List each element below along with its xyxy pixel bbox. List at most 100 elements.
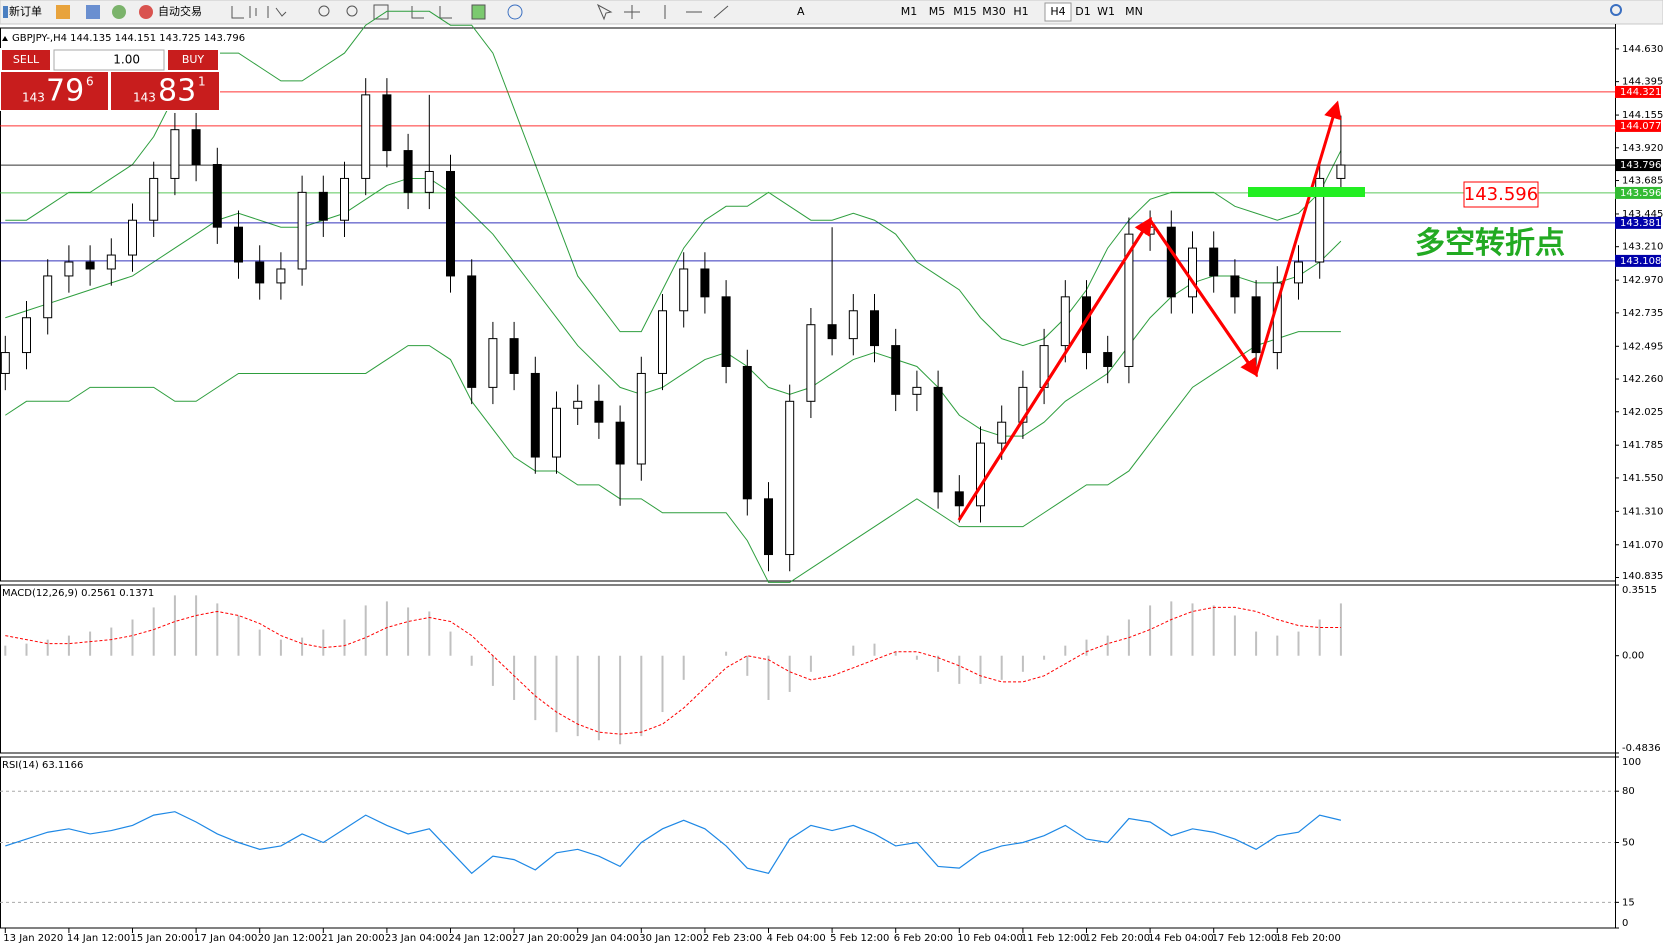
- x-tick-label: 4 Feb 04:00: [767, 933, 826, 944]
- timeframe[interactable]: M30: [982, 5, 1006, 18]
- x-tick-label: 14 Jan 12:00: [67, 933, 130, 944]
- arrow: [957, 216, 1152, 521]
- candle-body: [997, 421, 1007, 444]
- icon[interactable]: [596, 3, 729, 21]
- icon[interactable]: [471, 4, 486, 20]
- candle-body: [573, 400, 583, 409]
- candle-body: [891, 345, 901, 395]
- candle-body: [509, 338, 519, 374]
- y-tick-label: 141.310: [1622, 506, 1663, 517]
- timeframe[interactable]: M15: [953, 5, 977, 18]
- x-tick-label: 27 Jan 20:00: [512, 933, 575, 944]
- candle-body: [1251, 296, 1261, 354]
- candle-body: [764, 498, 773, 556]
- sell-price-pips[interactable]: 79: [46, 74, 84, 109]
- price-line-label: 143.796: [1620, 160, 1661, 171]
- timeframe[interactable]: H4: [1050, 5, 1065, 18]
- price-annotation: 143.596: [1464, 184, 1538, 205]
- timeframe[interactable]: M1: [901, 5, 918, 18]
- candle-body: [848, 310, 858, 340]
- y-tick-label: 50: [1622, 838, 1635, 849]
- y-tick-label: 142.025: [1622, 407, 1663, 418]
- x-tick-label: 2 Feb 23:00: [703, 933, 762, 944]
- lots[interactable]: 1.00: [113, 53, 140, 67]
- price-line-label: 143.381: [1620, 218, 1661, 229]
- candle-body: [318, 191, 328, 221]
- support-zone: [1248, 187, 1365, 197]
- icon[interactable]: [139, 5, 153, 19]
- candle-body: [1124, 233, 1134, 367]
- plots: 144.630 144.395 144.155 143.920 143.685 143.4…: [0, 10, 1663, 944]
- icon[interactable]: [373, 4, 389, 20]
- sell-button[interactable]: [2, 50, 50, 70]
- buy-price-big-figure[interactable]: 143: [133, 91, 156, 105]
- x-tick-label: 24 Jan 12:00: [449, 933, 512, 944]
- timeframe[interactable]: D1: [1075, 5, 1090, 18]
- price-line-label: 143.596: [1620, 188, 1661, 199]
- y-tick-label: 143.210: [1622, 242, 1663, 253]
- lots-input[interactable]: [53, 49, 165, 71]
- candle-body: [1336, 164, 1346, 179]
- new-order[interactable]: 新订单: [9, 4, 42, 18]
- sell-price-box[interactable]: [1, 72, 108, 110]
- icon[interactable]: [56, 5, 70, 19]
- candle-body: [827, 324, 837, 340]
- icon[interactable]: [346, 5, 358, 17]
- x-tick-label: 6 Feb 20:00: [894, 933, 953, 944]
- timeframe[interactable]: MN: [1125, 5, 1143, 18]
- price-line-tag: [1615, 254, 1661, 267]
- y-tick-label: 144.395: [1622, 77, 1663, 88]
- active-timeframe-frame: [1044, 2, 1072, 22]
- icon[interactable]: [112, 5, 126, 19]
- candle-body: [467, 275, 477, 388]
- x-tick-label: 5 Feb 12:00: [830, 933, 889, 944]
- buy-price-point[interactable]: 1: [198, 75, 206, 89]
- toolbar-bg: [0, 0, 1663, 25]
- candle-body: [1209, 247, 1219, 277]
- auto-trading[interactable]: 自动交易: [158, 4, 202, 18]
- indicator-title: MACD(12,26,9) 0.2561 0.1371: [2, 588, 154, 599]
- sell-label[interactable]: SELL: [13, 53, 40, 66]
- y-tick-label: 80: [1622, 786, 1635, 797]
- x-tick-label: 10 Feb 04:00: [957, 933, 1023, 944]
- icon[interactable]: [86, 5, 100, 19]
- timeframe[interactable]: H1: [1013, 5, 1028, 18]
- y-tick-label: 143.685: [1622, 176, 1663, 187]
- y-tick-label: 141.785: [1622, 440, 1663, 451]
- x-tick-label: 13 Jan 2020: [3, 933, 63, 944]
- y-tick-label: 100: [1622, 757, 1641, 768]
- x-tick-label: 23 Jan 04:00: [385, 933, 448, 944]
- candle-body: [679, 268, 689, 312]
- candle-body: [594, 400, 604, 423]
- x-tick-label: 17 Jan 04:00: [194, 933, 257, 944]
- buy-price-box[interactable]: [111, 72, 219, 110]
- icon[interactable]: [318, 5, 330, 17]
- candle-body: [424, 170, 434, 193]
- candle-body: [1060, 296, 1070, 347]
- tool-icons[interactable]: [231, 3, 729, 21]
- y-tick-label: 142.735: [1622, 308, 1663, 319]
- candle-body: [64, 261, 74, 277]
- buy-button[interactable]: [168, 50, 218, 70]
- icon[interactable]: [507, 4, 523, 20]
- x-tick-label: 14 Feb 04:00: [1148, 933, 1214, 944]
- x-tick-label: 15 Jan 20:00: [131, 933, 194, 944]
- candle-body: [43, 275, 53, 319]
- sell-price-point[interactable]: 6: [86, 75, 94, 89]
- buy-price-pips[interactable]: 83: [158, 74, 196, 109]
- sell-price-big-figure[interactable]: 143: [22, 91, 45, 105]
- timeframe[interactable]: M5: [929, 5, 946, 18]
- buy-label[interactable]: BUY: [182, 53, 205, 66]
- indicator-title: RSI(14) 63.1166: [2, 760, 83, 771]
- icon[interactable]: [231, 6, 287, 19]
- search-icon[interactable]: [1610, 4, 1622, 16]
- candle-body: [658, 310, 667, 374]
- tool-text[interactable]: A: [797, 5, 805, 18]
- price-line-tag: [1615, 85, 1661, 98]
- toolbar: 新订单 自动交易 A M1 M5 M15 M30 H1 H4 D1 W1 MN: [0, 0, 1663, 25]
- price-line-tag: [1615, 186, 1661, 199]
- y-tick-label: 143.445: [1622, 209, 1663, 220]
- timeframe[interactable]: W1: [1097, 5, 1115, 18]
- y-tick-label: 144.155: [1622, 110, 1663, 121]
